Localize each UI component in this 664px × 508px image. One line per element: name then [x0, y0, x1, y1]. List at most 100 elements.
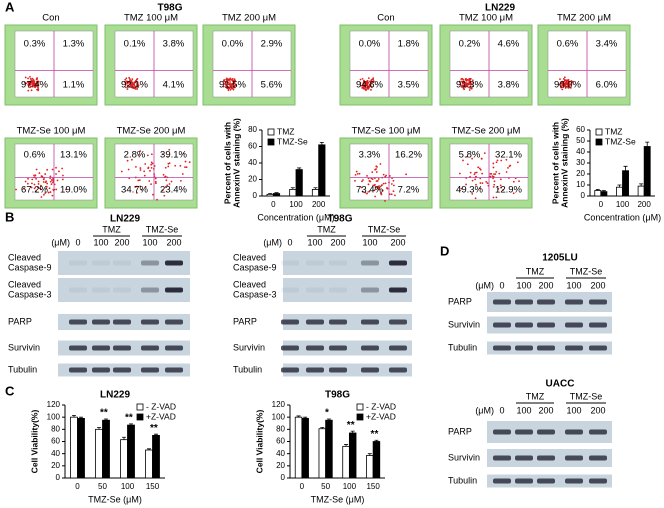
event-dot: [31, 77, 34, 80]
event-dot: [371, 78, 374, 81]
blot-row-label: Cleaved: [233, 252, 266, 262]
quadrant-percent: 3.8%: [498, 80, 520, 91]
quadrant-percent: 1.8%: [398, 39, 420, 50]
event-dot: [58, 170, 60, 173]
event-dot: [229, 81, 231, 83]
event-dot: [38, 172, 41, 174]
event-dot: [30, 186, 33, 189]
error-bar: [104, 418, 108, 421]
y-axis-label: Percent of cells with: [222, 122, 232, 204]
event-dot: [468, 86, 471, 89]
dose-label: 0: [287, 237, 292, 247]
plot-label: TMZ-Se 200 μM: [452, 126, 521, 137]
event-dot: [364, 86, 366, 88]
event-dot: [481, 172, 484, 175]
event-dot: [36, 80, 39, 83]
bar: [600, 191, 608, 197]
legend-label: +Z-VAD: [146, 411, 176, 421]
event-dot: [567, 81, 570, 84]
event-dot: [234, 79, 237, 82]
event-dot: [228, 83, 231, 86]
x-axis-label: Concentration (μM): [584, 212, 661, 222]
blot-band: [361, 345, 379, 351]
y-tick-label: 40: [248, 158, 257, 167]
event-dot: [44, 192, 47, 194]
event-dot: [33, 174, 35, 177]
blot-band: [589, 478, 607, 484]
bar: [95, 428, 103, 479]
event-dot: [372, 184, 375, 187]
blot-band: [92, 367, 110, 373]
blot-band: [361, 287, 379, 293]
quadrant-percent: 67.2%: [21, 184, 48, 195]
event-dot: [174, 164, 177, 167]
error-bar: [290, 187, 295, 190]
event-dot: [230, 87, 233, 90]
dose-label: 0: [75, 237, 80, 247]
event-dot: [131, 78, 134, 81]
event-dot: [125, 80, 128, 83]
event-dot: [492, 162, 495, 165]
event-dot: [362, 87, 365, 90]
event-dot: [373, 189, 376, 192]
event-dot: [227, 81, 229, 84]
event-dot: [489, 172, 492, 175]
blot-band: [329, 345, 347, 351]
event-dot: [500, 159, 503, 162]
error-bar: [326, 418, 331, 421]
event-dot: [354, 179, 356, 182]
event-dot: [134, 86, 136, 88]
x-tick-label: 0: [271, 200, 276, 209]
event-dot: [362, 82, 365, 84]
error-bar: [274, 192, 279, 194]
event-dot: [170, 180, 173, 183]
event-dot: [150, 153, 153, 156]
blot-strip: [283, 340, 412, 356]
quadrant-percent: 32.1%: [495, 150, 522, 161]
blot-band: [361, 319, 379, 325]
event-dot: [50, 179, 53, 181]
error-bar: [639, 183, 644, 187]
error-bar: [367, 453, 372, 456]
blot-band: [361, 367, 379, 373]
event-dot: [384, 199, 386, 202]
blot-band: [92, 260, 110, 266]
dose-label: 200: [114, 237, 129, 247]
event-dot: [130, 86, 133, 89]
event-dot: [366, 192, 368, 195]
event-dot: [458, 172, 461, 175]
x-tick-label: 0: [599, 200, 604, 209]
event-dot: [496, 159, 499, 162]
event-dot: [31, 81, 34, 84]
blot-strip: [283, 363, 412, 377]
bar: [622, 170, 629, 197]
dose-label: 100: [566, 280, 581, 290]
dose-unit: (μM): [475, 280, 494, 290]
quadrant-percent: 19.0%: [60, 184, 87, 195]
blot-band: [281, 367, 299, 373]
plot-label: TMZ-Se 200 μM: [117, 126, 186, 137]
x-tick-label: 0: [75, 482, 80, 491]
event-dot: [355, 170, 358, 173]
event-dot: [55, 166, 57, 169]
event-dot: [136, 81, 139, 84]
legend-label: - Z-VAD: [146, 401, 176, 411]
blot-band: [113, 319, 131, 325]
bar: [348, 432, 357, 479]
blot-band: [165, 287, 183, 293]
event-dot: [386, 187, 388, 189]
blot-band: [515, 429, 533, 435]
legend-swatch: [595, 138, 603, 146]
event-dot: [135, 79, 137, 82]
event-dot: [162, 173, 165, 176]
blot-band: [389, 319, 407, 325]
event-dot: [361, 77, 364, 80]
event-dot: [462, 82, 464, 85]
y-tick-label: 10: [576, 180, 585, 189]
error-bar: [97, 427, 101, 430]
bar: [102, 419, 110, 479]
blot-band: [361, 260, 379, 266]
event-dot: [124, 81, 127, 84]
event-dot: [144, 163, 147, 165]
event-dot: [479, 168, 482, 171]
